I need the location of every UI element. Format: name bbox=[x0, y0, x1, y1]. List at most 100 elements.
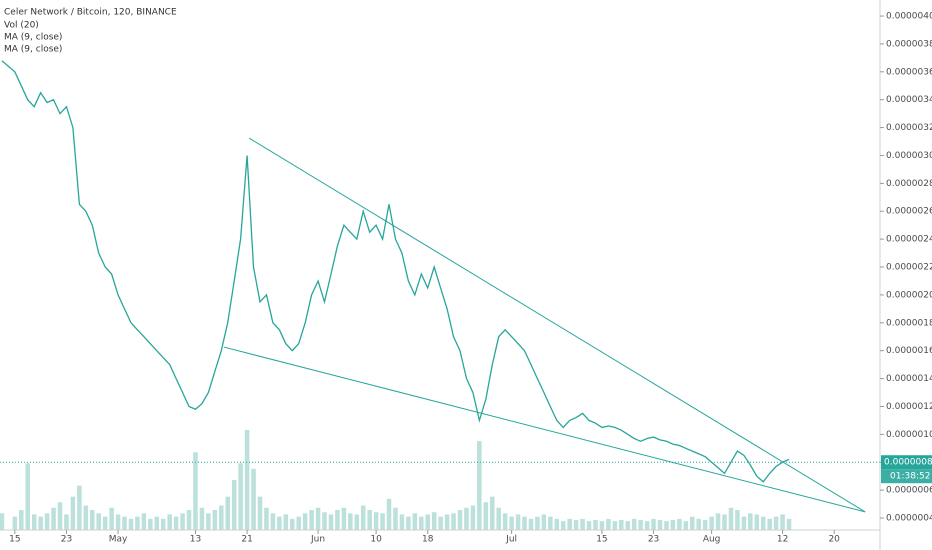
volume-bar bbox=[315, 507, 321, 530]
volume-bar bbox=[477, 441, 482, 530]
volume-bar bbox=[38, 516, 43, 530]
volume-bar bbox=[715, 513, 721, 530]
volume-bar bbox=[709, 516, 714, 530]
volume-bar bbox=[283, 514, 289, 530]
volume-bar bbox=[515, 514, 521, 530]
volume-bar bbox=[728, 507, 734, 530]
volume-bar bbox=[270, 513, 276, 530]
volume-bar bbox=[290, 518, 295, 530]
indicator-label: MA (9, close) bbox=[4, 45, 62, 55]
x-tick-label: 10 bbox=[370, 535, 382, 545]
volume-bar bbox=[128, 518, 134, 530]
x-tick-label: 21 bbox=[241, 535, 252, 545]
volume-bar bbox=[77, 485, 82, 530]
volume-bar bbox=[741, 516, 747, 530]
volume-bar bbox=[206, 513, 211, 530]
volume-bar bbox=[625, 521, 630, 530]
volume-bar bbox=[767, 518, 772, 530]
volume-bar bbox=[670, 520, 676, 530]
volume-bar bbox=[619, 520, 624, 530]
volume-bar bbox=[373, 512, 379, 530]
x-tick-label: Jul bbox=[505, 535, 517, 545]
volume-bar bbox=[677, 518, 682, 530]
volume-bar bbox=[264, 507, 269, 530]
volume-bar bbox=[599, 521, 605, 530]
volume-bar bbox=[328, 514, 334, 530]
volume-bar bbox=[541, 514, 547, 530]
volume-bar bbox=[664, 521, 669, 530]
volume-bar bbox=[573, 520, 579, 530]
volume-bar bbox=[451, 513, 456, 530]
volume-bar bbox=[748, 513, 753, 530]
volume-bar bbox=[780, 514, 785, 530]
volume-bar bbox=[651, 518, 656, 530]
volume-bar bbox=[122, 516, 127, 530]
volume-bar bbox=[51, 507, 56, 530]
volume-bar bbox=[186, 510, 192, 530]
volume-bar bbox=[638, 520, 643, 530]
volume-bar bbox=[341, 507, 347, 530]
volume-bar bbox=[0, 513, 5, 530]
volume-bar bbox=[102, 516, 108, 530]
volume-bar bbox=[425, 514, 430, 530]
volume-bar bbox=[57, 502, 63, 530]
volume-bar bbox=[19, 510, 24, 530]
volume-bar bbox=[115, 514, 121, 530]
volume-bar bbox=[154, 516, 160, 530]
volume-bar bbox=[683, 521, 689, 530]
volume-bar bbox=[528, 518, 534, 530]
volume-bar bbox=[786, 518, 792, 530]
volume-bar bbox=[509, 516, 514, 530]
volume-bar bbox=[690, 516, 695, 530]
volume-bar bbox=[431, 512, 437, 530]
volume-bar bbox=[277, 516, 282, 530]
volume-bar bbox=[64, 514, 69, 530]
volume-bar bbox=[606, 518, 611, 530]
volume-bar bbox=[483, 502, 489, 530]
price-line bbox=[1, 60, 790, 483]
volume-bar bbox=[244, 430, 250, 530]
volume-bar bbox=[496, 507, 501, 530]
last-price-box bbox=[881, 455, 932, 470]
volume-bar bbox=[580, 518, 585, 530]
volume-bar bbox=[586, 521, 592, 530]
trendline bbox=[248, 137, 866, 513]
volume-bar bbox=[502, 513, 508, 530]
trendline bbox=[223, 346, 866, 513]
x-tick-label: May bbox=[109, 535, 128, 545]
volume-bar bbox=[393, 507, 398, 530]
volume-bar bbox=[180, 513, 185, 530]
volume-bar bbox=[644, 521, 650, 530]
volume-bar bbox=[212, 510, 218, 530]
volume-bar bbox=[702, 520, 708, 530]
volume-bar bbox=[167, 514, 172, 530]
y-tick-label: 0.00000040 bbox=[886, 514, 932, 524]
volume-bar bbox=[696, 518, 701, 530]
volume-bar bbox=[109, 507, 114, 530]
volume-bar bbox=[535, 516, 540, 530]
volume-bar bbox=[386, 498, 392, 530]
volume-bar bbox=[251, 468, 256, 530]
volume-bar bbox=[44, 513, 50, 530]
volume-bar bbox=[141, 513, 147, 530]
volume-bar bbox=[773, 516, 779, 530]
volume-bar bbox=[83, 505, 89, 530]
volume-bar bbox=[90, 510, 95, 530]
volume-bar bbox=[225, 496, 230, 530]
countdown-label: 01:38:52 bbox=[890, 472, 930, 482]
volume-bar bbox=[25, 463, 30, 530]
